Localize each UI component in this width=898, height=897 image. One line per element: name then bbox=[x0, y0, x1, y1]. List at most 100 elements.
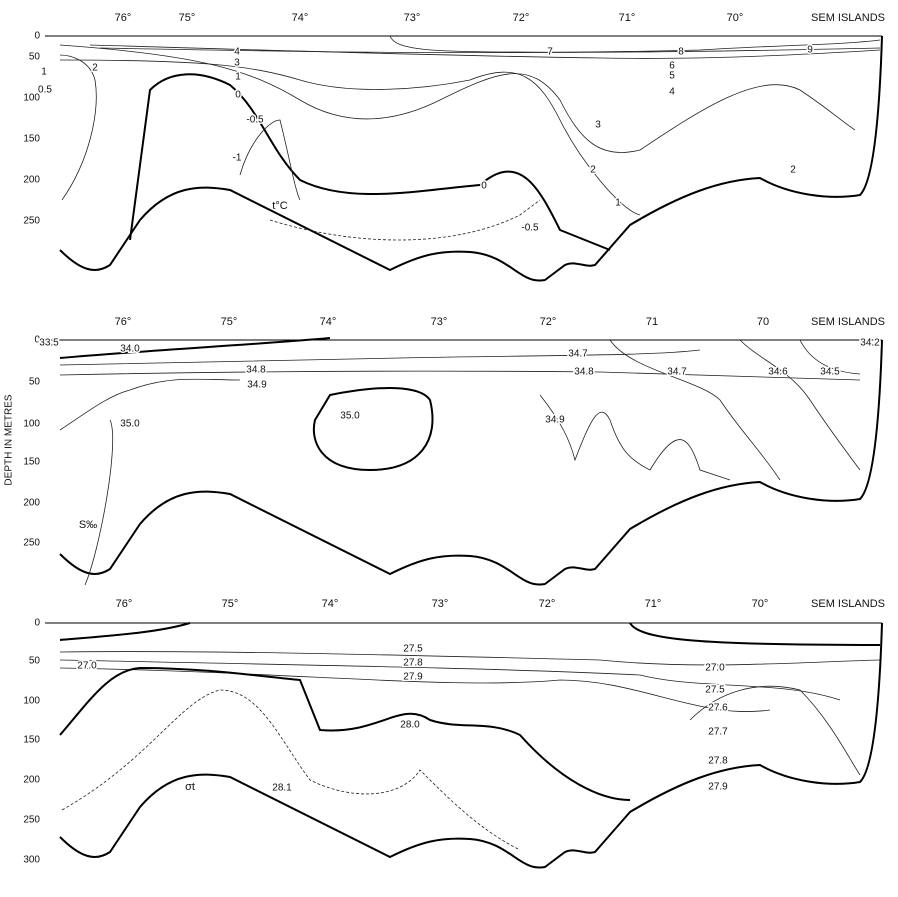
y-tick-label: 250 bbox=[23, 815, 40, 826]
contour bbox=[89, 44, 881, 59]
contour-label: 27.6 bbox=[708, 703, 728, 714]
contour bbox=[239, 119, 301, 201]
contour bbox=[84, 419, 114, 586]
x-tick-label: SEM ISLANDS bbox=[811, 598, 885, 610]
contour bbox=[59, 622, 191, 641]
contour-label: 34.5 bbox=[820, 367, 840, 378]
contour-label: 27.9 bbox=[403, 672, 423, 683]
y-tick-label: 50 bbox=[29, 656, 41, 667]
y-tick-label: 50 bbox=[29, 377, 41, 388]
y-tick-label: 250 bbox=[23, 216, 40, 227]
contour-label: 27.0 bbox=[77, 661, 97, 672]
y-tick-label: 250 bbox=[23, 538, 40, 549]
contour-label: 27.0 bbox=[705, 663, 725, 674]
y-tick-label: 100 bbox=[23, 419, 40, 430]
contour bbox=[799, 339, 861, 375]
contour-label: 3 bbox=[234, 58, 240, 69]
y-axis-title: DEPTH IN METRES bbox=[4, 394, 15, 485]
contour-label: 7 bbox=[547, 47, 553, 58]
contour-label: 5 bbox=[669, 71, 675, 82]
y-tick-label: 300 bbox=[23, 855, 40, 866]
x-tick-label: 74° bbox=[320, 316, 337, 328]
x-tick-label: 75° bbox=[179, 12, 196, 24]
contour-label: 34.8 bbox=[246, 365, 266, 376]
x-tick-label: SEM ISLANDS bbox=[811, 12, 885, 24]
contour-label: 34.7 bbox=[568, 349, 588, 360]
x-tick-label: 71° bbox=[645, 598, 662, 610]
panel bbox=[45, 35, 883, 282]
y-tick-label: 200 bbox=[23, 498, 40, 509]
x-tick-label: 74° bbox=[322, 598, 339, 610]
contour bbox=[739, 339, 861, 471]
contour bbox=[59, 666, 631, 801]
x-tick-label: 72° bbox=[539, 598, 556, 610]
contour bbox=[269, 199, 541, 241]
contour-label: -0.5 bbox=[521, 223, 539, 234]
x-tick-label: 70 bbox=[757, 316, 769, 328]
contour-label: 27.7 bbox=[708, 727, 728, 738]
y-tick-label: 150 bbox=[23, 735, 40, 746]
contour bbox=[689, 685, 861, 776]
y-tick-label: 150 bbox=[23, 457, 40, 468]
contour-label: 27.8 bbox=[708, 756, 728, 767]
contour-label: 34.8 bbox=[574, 367, 594, 378]
x-tick-label: 76° bbox=[115, 316, 132, 328]
x-tick-label: 71 bbox=[646, 316, 658, 328]
contour-label: 4 bbox=[234, 47, 240, 58]
panel bbox=[45, 337, 883, 586]
contour bbox=[389, 35, 881, 53]
contour-label: 1 bbox=[615, 198, 621, 209]
panel-label: t°C bbox=[272, 200, 287, 212]
contour bbox=[59, 44, 856, 153]
y-tick-label: 200 bbox=[23, 775, 40, 786]
contour bbox=[312, 387, 434, 472]
y-tick-label: 150 bbox=[23, 134, 40, 145]
contour-label: 0.5 bbox=[38, 85, 52, 96]
contour bbox=[609, 339, 781, 481]
x-tick-label: 70° bbox=[727, 12, 744, 24]
y-tick-label: 0 bbox=[34, 618, 40, 629]
x-tick-label: 76° bbox=[116, 598, 133, 610]
contour-label: 27.5 bbox=[403, 644, 423, 655]
panel-label: S‰ bbox=[79, 519, 97, 531]
x-tick-label: 73° bbox=[404, 12, 421, 24]
contour-label: 34.2 bbox=[860, 338, 880, 349]
contour bbox=[629, 622, 881, 646]
y-tick-label: 100 bbox=[23, 93, 40, 104]
contour-label: 35.0 bbox=[120, 419, 140, 430]
contour-label: 34.0 bbox=[120, 344, 140, 355]
contour-label: 3 bbox=[595, 120, 601, 131]
contour-label: 28.1 bbox=[272, 783, 292, 794]
contour-label: 34.7 bbox=[667, 367, 687, 378]
seabed bbox=[59, 622, 883, 869]
x-tick-label: 72° bbox=[513, 12, 530, 24]
contour-label: 0 bbox=[235, 90, 241, 101]
x-tick-label: 70° bbox=[752, 598, 769, 610]
contour-label: 1 bbox=[235, 72, 241, 83]
y-tick-label: 50 bbox=[29, 52, 41, 63]
contour bbox=[59, 651, 881, 666]
contour-label: 2 bbox=[92, 63, 98, 74]
contour-label: 33.5 bbox=[39, 338, 59, 349]
y-tick-label: 0 bbox=[34, 335, 40, 346]
contour bbox=[129, 73, 611, 251]
contour-label: 9 bbox=[807, 45, 813, 56]
panel-label: σt bbox=[185, 781, 195, 793]
contour-label: 34.6 bbox=[768, 367, 788, 378]
contour-label: 27.5 bbox=[705, 685, 725, 696]
x-tick-label: 75° bbox=[222, 598, 239, 610]
x-tick-label: 72° bbox=[540, 316, 557, 328]
y-tick-label: 0 bbox=[34, 31, 40, 42]
x-tick-label: 76° bbox=[115, 12, 132, 24]
seabed bbox=[59, 35, 883, 282]
contour-label: 1 bbox=[41, 67, 47, 78]
y-tick-label: 200 bbox=[23, 175, 40, 186]
contour-label: 2 bbox=[590, 165, 596, 176]
contour bbox=[59, 378, 241, 431]
contour-label: 2 bbox=[790, 165, 796, 176]
contour-label: -0.5 bbox=[246, 115, 264, 126]
contour bbox=[59, 59, 641, 216]
contour bbox=[59, 370, 861, 381]
y-tick-label: 100 bbox=[23, 696, 40, 707]
